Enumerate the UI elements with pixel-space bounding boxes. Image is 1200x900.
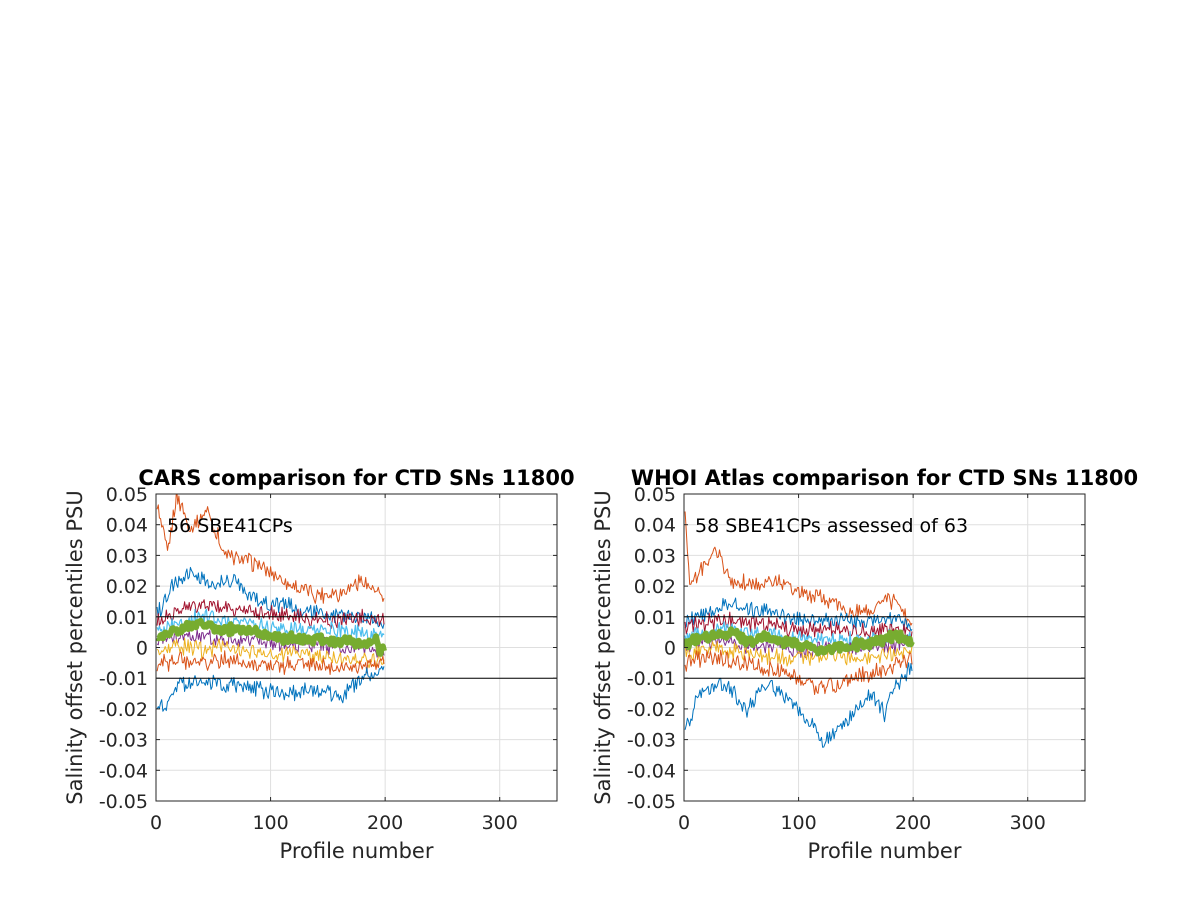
y-tick-label: 0 — [136, 638, 148, 660]
y-tick-label: 0.05 — [106, 484, 148, 506]
y-tick-label: 0.04 — [106, 515, 148, 537]
y-tick-label: -0.02 — [627, 699, 676, 721]
y-tick-label: -0.03 — [627, 730, 676, 752]
y-tick-label: 0.05 — [634, 484, 676, 506]
cars-comparison-plot: 0 100 200 300 -0.05 -0.04 -0.03 -0.02 -0.01 0 0.01… — [63, 466, 575, 863]
x-axis-label: Profile number — [808, 839, 962, 863]
series-line — [684, 621, 913, 651]
series-line — [684, 626, 915, 657]
y-tick-label: 0.03 — [106, 545, 148, 567]
series-line — [156, 599, 385, 629]
series-group — [156, 494, 387, 712]
y-tick-label: 0 — [664, 638, 676, 660]
series-line — [156, 617, 387, 657]
y-tick-label: -0.04 — [627, 760, 676, 782]
annotation-text: 58 SBE41CPs assessed of 63 — [695, 515, 968, 537]
series-line — [684, 662, 913, 748]
series-line — [684, 611, 913, 642]
y-tick-label: 0.04 — [634, 515, 676, 537]
series-line — [156, 665, 385, 712]
x-tick-label: 300 — [1010, 812, 1046, 834]
y-tick-label: -0.01 — [99, 668, 148, 690]
y-tick-label: 0.01 — [106, 607, 148, 629]
y-tick-label: -0.05 — [99, 791, 148, 813]
x-tick-label: 100 — [780, 812, 816, 834]
y-tick-label: 0.03 — [634, 545, 676, 567]
series-line — [684, 597, 913, 632]
x-tick-label: 0 — [150, 812, 162, 834]
x-tick-label: 0 — [678, 812, 690, 834]
whoi-atlas-comparison-plot: 0 100 200 300 -0.05 -0.04 -0.03 -0.02 -0.01 0 0.01… — [591, 466, 1138, 863]
x-axis-label: Profile number — [280, 839, 434, 863]
y-tick-label: -0.02 — [99, 699, 148, 721]
annotation-text: 56 SBE41CPs — [167, 515, 293, 537]
y-tick-label: 0.02 — [634, 576, 676, 598]
x-tick-label: 200 — [367, 812, 403, 834]
y-tick-label: 0.01 — [634, 607, 676, 629]
series-line — [684, 649, 913, 695]
series-line — [156, 637, 385, 669]
x-tick-label: 300 — [482, 812, 518, 834]
series-line — [156, 494, 385, 604]
chart-title: CARS comparison for CTD SNs 11800 — [138, 466, 574, 490]
x-tick-label: 100 — [252, 812, 288, 834]
series-line — [684, 640, 913, 667]
y-tick-label: -0.01 — [627, 668, 676, 690]
series-group — [684, 511, 915, 748]
series-line — [156, 566, 385, 629]
chart-title: WHOI Atlas comparison for CTD SNs 11800 — [631, 466, 1138, 490]
series-line — [156, 650, 385, 675]
y-tick-label: -0.04 — [99, 760, 148, 782]
y-tick-label: -0.05 — [627, 791, 676, 813]
x-tick-label: 200 — [895, 812, 931, 834]
y-tick-label: -0.03 — [99, 730, 148, 752]
y-tick-label: 0.02 — [106, 576, 148, 598]
y-axis-label: Salinity offset percentiles PSU — [63, 490, 87, 804]
series-line — [684, 511, 913, 626]
y-axis-label: Salinity offset percentiles PSU — [591, 490, 615, 804]
